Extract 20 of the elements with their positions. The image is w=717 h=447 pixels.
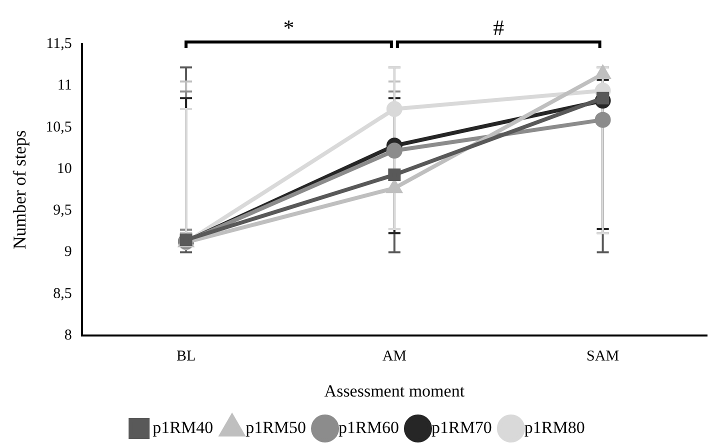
text: # [493,14,504,40]
x-tick-label: BL [176,348,196,365]
x-tick-label: AM [382,348,407,365]
y-tick-label: 11 [57,78,72,94]
legend-label: p1RM70 [431,418,492,437]
y-tick-label: 8 [64,328,72,344]
text: * [283,14,294,40]
x-tick-label: SAM [586,348,620,365]
legend-label: p1RM60 [338,418,399,437]
y-tick-label: 9,5 [53,202,72,219]
y-tick-label: 10 [56,160,72,177]
y-axis-title: Number of steps [10,130,30,250]
x-axis-title: Assessment moment [324,381,465,400]
legend-label: p1RM80 [524,418,585,437]
legend-label: p1RM50 [246,418,306,437]
y-tick-label: 11,5 [46,36,72,52]
y-tick-label: 10,5 [46,119,72,136]
y-tick-label: 8,5 [53,286,72,302]
legend-label: p1RM40 [152,418,214,437]
y-tick-label: 9 [64,244,72,260]
